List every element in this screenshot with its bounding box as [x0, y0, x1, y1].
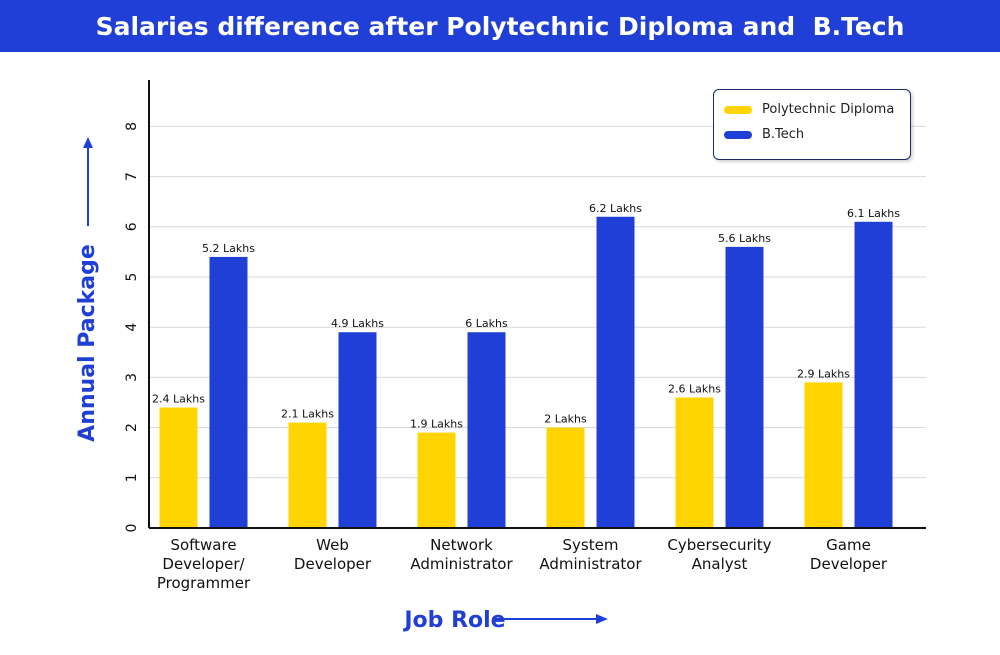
data-labels: 2.4 Lakhs 5.2 Lakhs 2.1 Lakhs 4.9 Lakhs 1.9 … [152, 202, 900, 431]
legend-label-polytechnic: Polytechnic Diploma [762, 102, 895, 117]
category-label: Analyst [692, 555, 748, 573]
category-label: Administrator [410, 555, 513, 573]
data-label: 5.6 Lakhs [718, 232, 771, 245]
bar-polytechnic [288, 422, 327, 528]
title-bar: Salaries difference after Polytechnic Di… [0, 0, 1000, 52]
x-axis-arrow [494, 614, 608, 624]
category-label: Network [430, 536, 493, 554]
bar-polytechnic [804, 382, 843, 528]
category-label: Web [316, 536, 349, 554]
category-label: Developer [294, 555, 372, 573]
y-axis-title: Annual Package [75, 244, 100, 442]
data-label: 1.9 Lakhs [410, 418, 463, 431]
bar-polytechnic [159, 407, 198, 528]
y-tick-label: 1 [124, 473, 140, 482]
legend-swatch-polytechnic [724, 105, 752, 114]
data-label: 2.9 Lakhs [797, 367, 850, 380]
category-label: Game [826, 536, 871, 554]
y-tick-label: 2 [124, 423, 140, 432]
data-label: 2.4 Lakhs [152, 393, 205, 406]
category-label: Developer [810, 555, 888, 573]
x-axis-title: Job Role [402, 608, 505, 633]
data-label: 5.2 Lakhs [202, 242, 255, 255]
y-axis-arrow [83, 137, 93, 226]
category-label: Administrator [539, 555, 642, 573]
bar-polytechnic [675, 397, 714, 528]
y-tick-label: 5 [124, 273, 140, 282]
category-label: Software [170, 536, 236, 554]
axes [148, 80, 926, 529]
category-label: System [563, 536, 619, 554]
gridlines [149, 125, 926, 479]
bars [159, 216, 893, 528]
bar-btech [338, 332, 377, 528]
bar-btech [596, 216, 635, 528]
bar-btech [725, 246, 764, 528]
legend: Polytechnic Diploma B.Tech [713, 89, 911, 160]
bar-btech [854, 221, 893, 528]
y-tick-label: 4 [124, 323, 140, 332]
category-labels: SoftwareDeveloper/ProgrammerWebDeveloper… [157, 536, 888, 592]
page-title: Salaries difference after Polytechnic Di… [95, 11, 905, 41]
legend-item-btech: B.Tech [724, 127, 804, 142]
y-tick-labels: 0 1 2 3 4 5 6 7 8 [124, 122, 140, 533]
category-label: Developer/ [162, 555, 245, 573]
category-label: Cybersecurity [667, 536, 771, 554]
y-tick-label: 8 [124, 122, 140, 131]
data-label: 6 Lakhs [465, 317, 508, 330]
legend-label-btech: B.Tech [762, 127, 805, 142]
data-label: 2.1 Lakhs [281, 408, 334, 421]
bar-polytechnic [417, 432, 456, 528]
y-tick-label: 6 [124, 222, 140, 231]
data-label: 4.9 Lakhs [331, 317, 384, 330]
y-tick-label: 7 [124, 172, 140, 181]
y-tick-label: 0 [124, 524, 140, 533]
bar-btech [209, 256, 248, 528]
legend-swatch-btech [724, 130, 752, 139]
data-label: 2 Lakhs [544, 413, 587, 426]
data-label: 6.2 Lakhs [589, 202, 642, 215]
bar-btech [467, 332, 506, 528]
category-label: Programmer [157, 574, 251, 592]
bar-polytechnic [546, 427, 585, 528]
legend-item-polytechnic: Polytechnic Diploma [724, 102, 894, 117]
data-label: 6.1 Lakhs [847, 207, 900, 220]
data-label: 2.6 Lakhs [668, 382, 721, 395]
y-tick-label: 3 [124, 373, 140, 382]
